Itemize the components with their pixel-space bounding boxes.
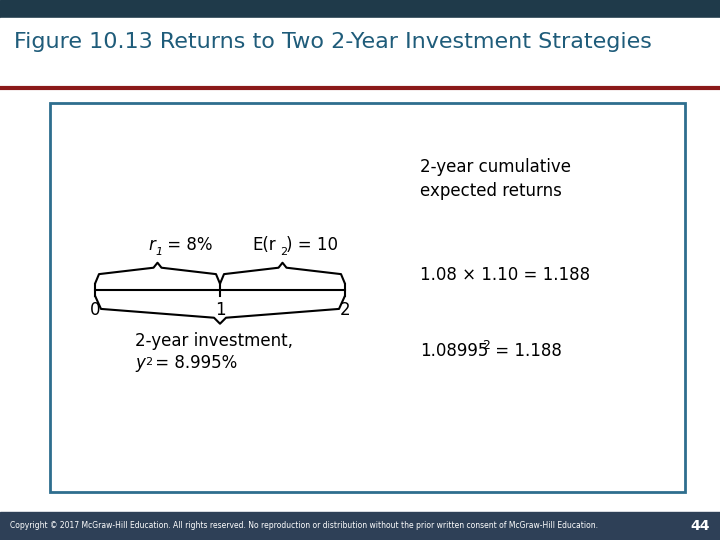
Text: 2-year investment,: 2-year investment, bbox=[135, 332, 293, 350]
Text: 44: 44 bbox=[690, 519, 710, 533]
Text: Copyright © 2017 McGraw-Hill Education. All rights reserved. No reproduction or : Copyright © 2017 McGraw-Hill Education. … bbox=[10, 522, 598, 530]
Bar bbox=[0, 0, 720, 18]
Text: 1.08 × 1.10 = 1.188: 1.08 × 1.10 = 1.188 bbox=[420, 266, 590, 284]
Text: 0: 0 bbox=[90, 301, 100, 319]
Text: y: y bbox=[135, 354, 145, 372]
Bar bbox=[50, 103, 685, 492]
Text: = 8%: = 8% bbox=[161, 236, 212, 254]
Text: 2: 2 bbox=[482, 339, 490, 352]
Text: r: r bbox=[148, 236, 156, 254]
Text: 2-year cumulative
expected returns: 2-year cumulative expected returns bbox=[420, 158, 571, 200]
Text: = 1.188: = 1.188 bbox=[490, 342, 562, 360]
Text: 2: 2 bbox=[145, 357, 152, 367]
Text: 2: 2 bbox=[340, 301, 351, 319]
Text: 2: 2 bbox=[281, 247, 287, 256]
Text: ) = 10: ) = 10 bbox=[286, 236, 338, 254]
Text: E(r: E(r bbox=[253, 236, 276, 254]
Text: = 8.995%: = 8.995% bbox=[150, 354, 238, 372]
Bar bbox=[0, 512, 720, 540]
Text: 1: 1 bbox=[156, 247, 163, 256]
Text: 1: 1 bbox=[215, 301, 225, 319]
Text: Figure 10.13 Returns to Two 2-Year Investment Strategies: Figure 10.13 Returns to Two 2-Year Inves… bbox=[14, 32, 652, 52]
Text: 1.08995: 1.08995 bbox=[420, 342, 488, 360]
Bar bbox=[0, 18, 720, 88]
